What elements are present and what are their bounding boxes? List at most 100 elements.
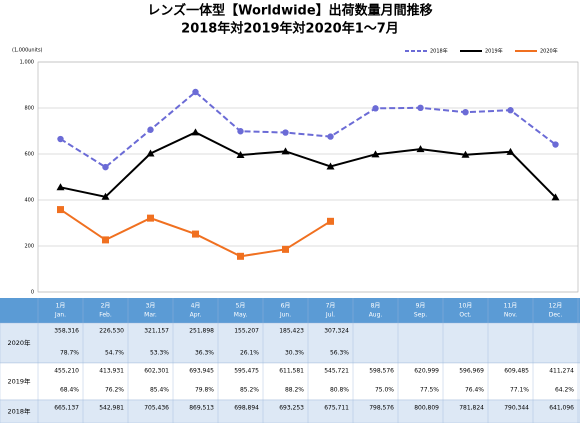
table-header (0, 298, 580, 323)
table-value: 705,436 (144, 405, 169, 412)
table-value: 321,157 (144, 328, 169, 335)
y-tick-label: 800 (24, 106, 34, 112)
table-ratio: 78.7% (60, 350, 79, 357)
table-row (0, 362, 580, 401)
point (371, 150, 380, 158)
table-month: 10月 (459, 303, 473, 310)
y-axis-label: (1,000units) (12, 48, 43, 54)
point (416, 145, 425, 153)
table-month-en: Feb. (99, 312, 112, 319)
table-month-en: Mar. (144, 312, 157, 319)
table-month: 2月 (101, 303, 111, 310)
table-value: 413,931 (99, 368, 124, 375)
point (192, 88, 199, 96)
table-value: 358,316 (54, 328, 79, 335)
table-value: 602,301 (144, 368, 169, 375)
table-value: 155,207 (234, 328, 259, 335)
legend-label: 2019年 (485, 48, 503, 55)
table-month-en: Apr. (190, 312, 202, 319)
table-value: 455,210 (54, 368, 79, 375)
point (102, 236, 109, 244)
table-value: 307,324 (324, 328, 349, 335)
table-ratio: 85.2% (240, 387, 259, 394)
table-month-en: Sep. (414, 312, 427, 319)
table-ratio: 54.7% (105, 350, 124, 357)
table-value: 595,475 (234, 368, 259, 375)
table-ratio: 53.3% (150, 350, 169, 357)
table-value: 185,423 (279, 328, 304, 335)
table-row-label: 2018年 (7, 407, 31, 416)
table-value: 698,894 (234, 405, 259, 412)
table-month-en: Aug. (369, 312, 383, 319)
point (56, 183, 65, 191)
point (551, 193, 560, 201)
y-tick-label: 0 (31, 290, 34, 296)
table-value: 411,274 (549, 368, 574, 375)
point (327, 217, 334, 225)
series-line (59, 90, 557, 169)
table-month: 4月 (191, 303, 201, 310)
table-month-en: Jun. (279, 312, 291, 319)
point (282, 245, 289, 253)
point (281, 147, 290, 155)
point (282, 129, 289, 136)
series-line (60, 131, 557, 199)
point (101, 192, 110, 200)
table-month-en: Nov. (504, 312, 517, 319)
table-month: 1月 (56, 303, 66, 310)
y-tick-label: 600 (24, 152, 34, 158)
table-value: 798,576 (369, 405, 394, 412)
table-ratio: 30.3% (285, 350, 304, 357)
table-ratio: 76.2% (105, 387, 124, 394)
table-value: 598,576 (369, 368, 394, 375)
table-ratio: 77.5% (420, 387, 439, 394)
point (147, 214, 154, 222)
point (327, 133, 334, 140)
table-ratio: 56.3% (330, 350, 349, 357)
table-value: 693,253 (279, 405, 304, 412)
point (507, 107, 514, 114)
table-value: 251,898 (189, 328, 214, 335)
table-value: 675,711 (324, 405, 349, 412)
table-month-en: Oct. (459, 312, 471, 319)
point (237, 128, 244, 135)
table-month-en: Jan. (54, 312, 66, 319)
y-tick-label: 400 (24, 198, 34, 204)
table-value: 790,344 (504, 405, 529, 412)
plot-area (37, 61, 579, 293)
table-value: 542,981 (99, 405, 124, 412)
point (462, 108, 469, 116)
table-ratio: 68.4% (60, 387, 79, 394)
table-value: 641,096 (549, 405, 574, 412)
table-ratio: 64.2% (555, 387, 574, 394)
point (102, 163, 109, 171)
table-month: 7月 (326, 303, 336, 310)
table-row-label: 2020年 (7, 338, 31, 347)
point (417, 104, 424, 112)
table-ratio: 80.8% (330, 387, 349, 394)
table-month: 8月 (371, 303, 381, 310)
table-value: 800,809 (414, 405, 439, 412)
point (461, 150, 470, 158)
table-ratio: 76.4% (465, 387, 484, 394)
point (506, 147, 515, 155)
point (552, 141, 559, 148)
point (146, 149, 155, 157)
table-month: 12月 (549, 303, 563, 310)
table-ratio: 77.1% (510, 387, 529, 394)
table-row-label: 2019年 (7, 377, 31, 386)
table-row (0, 399, 580, 424)
point (192, 230, 199, 238)
table-month: 9月 (416, 303, 426, 310)
point (191, 128, 200, 136)
table-ratio: 36.3% (195, 350, 214, 357)
table-ratio: 88.2% (285, 387, 304, 394)
point (237, 252, 244, 260)
table-ratio: 79.8% (195, 387, 214, 394)
table-value: 620,999 (414, 368, 439, 375)
table-ratio: 26.1% (240, 350, 259, 357)
point (57, 135, 64, 143)
table-row (0, 322, 580, 364)
point (147, 126, 154, 133)
